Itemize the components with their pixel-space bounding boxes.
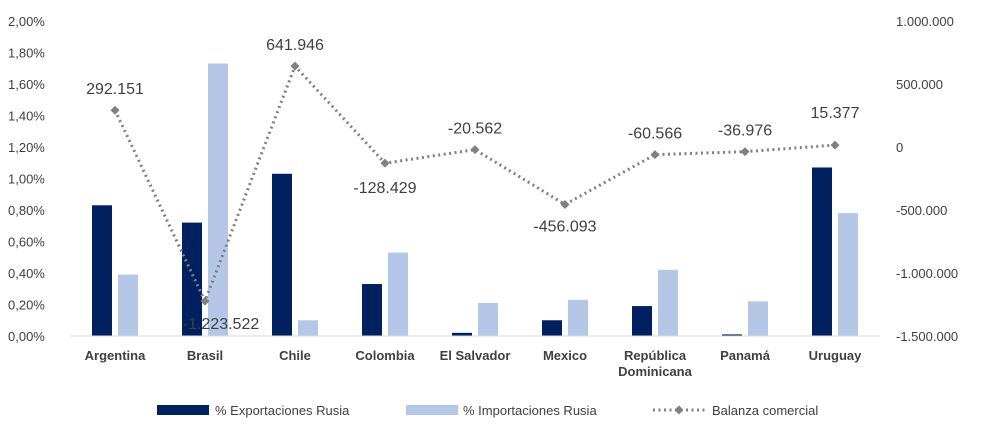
balanza-marker xyxy=(470,145,480,155)
balanza-marker xyxy=(560,199,570,209)
y-left-tick-label: 0,80% xyxy=(8,203,45,218)
y-left-tick-label: 1,20% xyxy=(8,140,45,155)
legend-label-balanza: Balanza comercial xyxy=(712,403,818,418)
y-right-tick-label: -1.500.000 xyxy=(896,329,958,344)
bar-exportaciones xyxy=(452,332,472,336)
balanza-marker xyxy=(380,158,390,168)
bar-importaciones xyxy=(118,274,138,336)
bar-importaciones xyxy=(748,301,768,336)
y-right-tick-label: 1.000.000 xyxy=(896,14,954,29)
balanza-marker xyxy=(110,105,120,115)
bar-importaciones xyxy=(298,320,318,336)
y-left-tick-label: 0,20% xyxy=(8,298,45,313)
y-left-tick-label: 1,80% xyxy=(8,46,45,61)
bar-exportaciones xyxy=(722,334,742,336)
balanza-data-label: -456.093 xyxy=(533,218,596,235)
legend-swatch-exportaciones xyxy=(157,405,209,415)
balanza-marker xyxy=(290,61,300,71)
bar-exportaciones xyxy=(272,173,292,336)
balanza-data-label: -36.976 xyxy=(718,123,772,140)
balanza-data-label: -60.566 xyxy=(628,126,682,143)
bar-importaciones xyxy=(568,299,588,336)
legend-label-exportaciones: % Exportaciones Rusia xyxy=(215,403,350,418)
bar-importaciones xyxy=(838,213,858,336)
balanza-marker xyxy=(650,150,660,160)
bar-importaciones xyxy=(208,63,228,337)
bar-exportaciones xyxy=(92,205,112,336)
balanza-data-label: 641.946 xyxy=(266,37,324,54)
balanza-marker xyxy=(830,140,840,150)
bar-exportaciones xyxy=(812,167,832,336)
bar-importaciones xyxy=(658,269,678,336)
bar-exportaciones xyxy=(182,222,202,336)
bar-exportaciones xyxy=(632,306,652,336)
y-left-tick-label: 0,00% xyxy=(8,329,45,344)
balanza-data-label: -128.429 xyxy=(353,180,416,197)
x-category-label: El Salvador xyxy=(440,348,511,363)
balanza-data-label: -1.223.522 xyxy=(183,316,260,333)
y-left-tick-label: 0,60% xyxy=(8,235,45,250)
legend-swatch-importaciones xyxy=(406,405,458,415)
balanza-marker xyxy=(740,147,750,157)
y-left-tick-label: 1,00% xyxy=(8,172,45,187)
legend-label-importaciones: % Importaciones Rusia xyxy=(463,403,597,418)
x-category-label: Uruguay xyxy=(809,348,863,363)
balanza-data-label: 292.151 xyxy=(86,81,144,98)
balanza-marker xyxy=(200,296,210,306)
y-right-tick-label: 0 xyxy=(896,140,903,155)
bar-importaciones xyxy=(388,252,408,336)
x-category-label: Argentina xyxy=(85,348,146,363)
balanza-data-label: 15.377 xyxy=(811,105,860,122)
y-right-tick-label: 500.000 xyxy=(896,77,943,92)
y-left-tick-label: 1,60% xyxy=(8,77,45,92)
x-category-label: República xyxy=(624,348,687,363)
balanza-data-label: -20.562 xyxy=(448,121,502,138)
bar-importaciones xyxy=(478,302,498,336)
x-category-label: Chile xyxy=(279,348,311,363)
legend-marker-balanza xyxy=(674,405,684,415)
x-category-label: Brasil xyxy=(187,348,223,363)
bar-exportaciones xyxy=(542,320,562,336)
x-category-label: Colombia xyxy=(355,348,415,363)
y-right-tick-label: -1.000.000 xyxy=(896,266,958,281)
y-left-tick-label: 2,00% xyxy=(8,14,45,29)
x-category-label: Dominicana xyxy=(618,364,692,379)
y-left-tick-label: 1,40% xyxy=(8,109,45,124)
x-category-label: Panamá xyxy=(720,348,771,363)
y-right-tick-label: -500.000 xyxy=(896,203,947,218)
y-left-tick-label: 0,40% xyxy=(8,266,45,281)
x-category-label: Mexico xyxy=(543,348,587,363)
bar-exportaciones xyxy=(362,284,382,336)
